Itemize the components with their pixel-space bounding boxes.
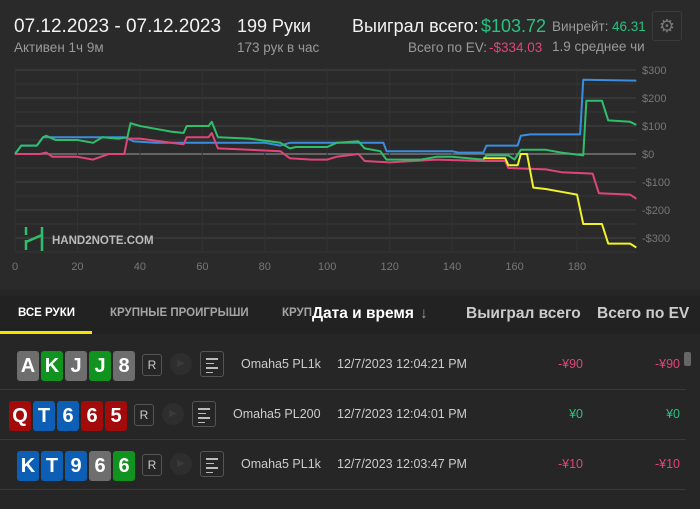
- x-tick-label: 60: [196, 261, 208, 273]
- x-tick-label: 140: [443, 261, 461, 273]
- summary-header: 07.12.2023 - 07.12.2023 Активен 1ч 9м 19…: [0, 0, 700, 64]
- game-type: Omaha5 PL200: [233, 407, 321, 421]
- hands-count: 199 Руки: [237, 16, 311, 36]
- game-type: Omaha5 PL1k: [241, 457, 321, 471]
- card: J: [65, 351, 87, 381]
- won-amount: -¥10: [557, 457, 583, 471]
- series-line: [14, 99, 637, 161]
- x-tick-label: 100: [318, 261, 336, 273]
- series-line: [14, 78, 637, 155]
- tab-big-wins[interactable]: КРУП: [282, 307, 312, 319]
- hand2note-logo: [24, 227, 44, 251]
- card: Q: [9, 401, 31, 431]
- tab-big-losses[interactable]: КРУПНЫЕ ПРОИГРЫШИ: [110, 307, 249, 319]
- card: T: [33, 401, 55, 431]
- date-range: 07.12.2023 - 07.12.2023: [14, 16, 222, 37]
- replay-button[interactable]: R: [142, 454, 162, 476]
- hand-datetime: 12/7/2023 12:03:47 PM: [337, 457, 467, 471]
- card: 8: [113, 351, 135, 381]
- y-tick-label: $300: [642, 65, 666, 77]
- hands-per-hour: 173 рук в час: [237, 40, 320, 55]
- y-tick-label: $0: [642, 149, 654, 161]
- replay-button[interactable]: R: [134, 404, 154, 426]
- y-tick-label: $100: [642, 121, 666, 133]
- gear-icon[interactable]: ⚙: [652, 11, 682, 41]
- y-tick-label: $200: [642, 93, 666, 105]
- series-line: [15, 132, 637, 200]
- play-icon[interactable]: ▶: [170, 453, 192, 475]
- column-ev[interactable]: Всего по EV: [597, 305, 690, 322]
- x-tick-label: 120: [380, 261, 398, 273]
- series-line: [483, 153, 637, 249]
- play-icon[interactable]: ▶: [162, 403, 184, 425]
- card: 6: [89, 451, 111, 481]
- hand-datetime: 12/7/2023 12:04:21 PM: [337, 357, 467, 371]
- y-tick-label: -$100: [642, 177, 670, 189]
- card: 9: [65, 451, 87, 481]
- x-tick-label: 0: [12, 261, 18, 273]
- watermark-text: HAND2NOTE.COM: [52, 235, 154, 247]
- ev-amount: -¥10: [654, 457, 680, 471]
- card: 6: [57, 401, 79, 431]
- notes-icon[interactable]: [192, 401, 216, 427]
- x-tick-label: 80: [259, 261, 271, 273]
- notes-icon[interactable]: [200, 351, 224, 377]
- ev-amount: -¥90: [654, 357, 680, 371]
- play-icon[interactable]: ▶: [170, 353, 192, 375]
- winrate-value: 46.31: [612, 19, 646, 34]
- y-tick-label: -$300: [642, 233, 670, 245]
- tab-all-hands[interactable]: ВСЕ РУКИ: [18, 307, 75, 319]
- card: K: [41, 351, 63, 381]
- tab-bar: ВСЕ РУКИ КРУПНЫЕ ПРОИГРЫШИ КРУП Дата и в…: [0, 296, 700, 334]
- won-label: Выиграл всего:: [352, 16, 479, 36]
- scrollbar[interactable]: [684, 346, 691, 486]
- won-amount: ¥0: [569, 407, 583, 421]
- card: 5: [105, 401, 127, 431]
- y-tick-label: -$200: [642, 205, 670, 217]
- avg-players: 1.9 среднее чи: [552, 39, 645, 54]
- x-tick-label: 160: [505, 261, 523, 273]
- sort-arrow-icon[interactable]: ↓: [420, 305, 428, 322]
- card: 6: [113, 451, 135, 481]
- card: K: [17, 451, 39, 481]
- winrate-label: Винрейт:: [552, 19, 609, 34]
- x-tick-label: 180: [568, 261, 586, 273]
- ev-amount: ¥0: [666, 407, 680, 421]
- ev-value: -$334.03: [489, 40, 543, 55]
- card: 6: [81, 401, 103, 431]
- column-datetime[interactable]: Дата и время: [312, 305, 414, 322]
- hand-datetime: 12/7/2023 12:04:01 PM: [337, 407, 467, 421]
- notes-icon[interactable]: [200, 451, 224, 477]
- card: J: [89, 351, 111, 381]
- card: T: [41, 451, 63, 481]
- column-won[interactable]: Выиграл всего: [466, 305, 581, 322]
- game-type: Omaha5 PL1k: [241, 357, 321, 371]
- card: A: [17, 351, 39, 381]
- won-value: $103.72: [481, 16, 547, 36]
- active-tab-indicator: [0, 331, 92, 334]
- x-tick-label: 20: [71, 261, 83, 273]
- scrollbar-thumb[interactable]: [684, 352, 691, 366]
- won-amount: -¥90: [557, 357, 583, 371]
- active-time: Активен 1ч 9м: [14, 40, 104, 55]
- ev-label: Всего по EV:: [408, 40, 487, 55]
- x-tick-label: 40: [134, 261, 146, 273]
- profit-chart: $300 $200 $100 $0 -$100 -$200 -$300 0 20 40 60 80 10…: [0, 62, 700, 290]
- replay-button[interactable]: R: [142, 354, 162, 376]
